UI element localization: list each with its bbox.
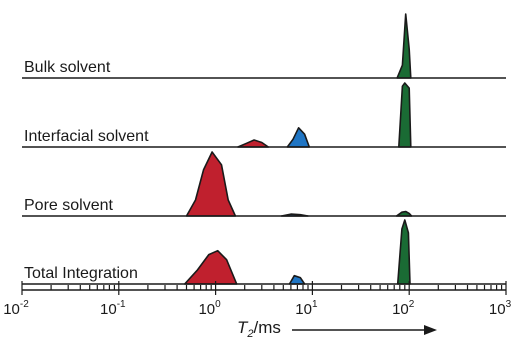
x-tick-label-exponent: 2	[409, 299, 415, 310]
panel-4-peak-blue	[288, 274, 306, 285]
x-tick-label: 101	[295, 299, 318, 318]
direction-arrow	[292, 325, 437, 335]
x-tick-label-exponent: 1	[312, 299, 318, 310]
x-axis-ticks: 10-2 10-1 100 101 102 103	[3, 281, 512, 318]
x-tick-label-exponent: -2	[20, 299, 29, 310]
x-axis: 10-2 10-1 100 101 102 103	[3, 281, 512, 318]
x-axis-title-subscript: 2	[246, 328, 253, 340]
x-tick-label: 100	[198, 299, 221, 318]
panel-1-peak-green	[396, 13, 412, 79]
panel-1-label: Bulk solvent	[24, 59, 111, 76]
x-tick-label-base: 10	[295, 301, 312, 318]
panel-4: Total Integration	[22, 219, 506, 285]
panel-4-label: Total Integration	[24, 265, 138, 282]
panel-3: Pore solvent	[22, 151, 506, 217]
x-tick-label-base: 10	[489, 301, 506, 318]
panel-2-peak-blue	[286, 127, 311, 148]
x-tick-label-base: 10	[392, 301, 409, 318]
panels-layer: Bulk solvent Interfacial solvent Pore solv…	[22, 13, 506, 285]
x-axis-title: T2/ms	[237, 318, 281, 340]
panel-2-label: Interfacial solvent	[24, 128, 149, 145]
x-tick-label-base: 10	[3, 301, 20, 318]
panel-3-peak-red	[185, 151, 237, 217]
x-tick-label-exponent: 3	[506, 299, 512, 310]
panel-1: Bulk solvent	[22, 13, 506, 79]
x-tick-label-exponent: -1	[117, 299, 126, 310]
panel-4-peak-red	[183, 249, 238, 285]
direction-arrow-head	[424, 325, 437, 335]
x-tick-label-base: 10	[198, 301, 215, 318]
x-tick-label: 10-2	[3, 299, 29, 318]
x-tick-label-base: 10	[100, 301, 117, 318]
x-axis-title-main: T	[237, 318, 249, 337]
x-tick-label-exponent: 0	[215, 299, 221, 310]
x-tick-label: 103	[489, 299, 512, 318]
panel-2-peak-red	[237, 139, 270, 148]
x-tick-label: 102	[392, 299, 415, 318]
panel-2: Interfacial solvent	[22, 82, 506, 148]
x-tick-label: 10-1	[100, 299, 126, 318]
panel-3-label: Pore solvent	[24, 197, 113, 214]
x-axis-title-unit: /ms	[254, 318, 281, 337]
panel-4-peak-green	[396, 219, 411, 285]
panel-2-peak-green	[398, 82, 412, 148]
